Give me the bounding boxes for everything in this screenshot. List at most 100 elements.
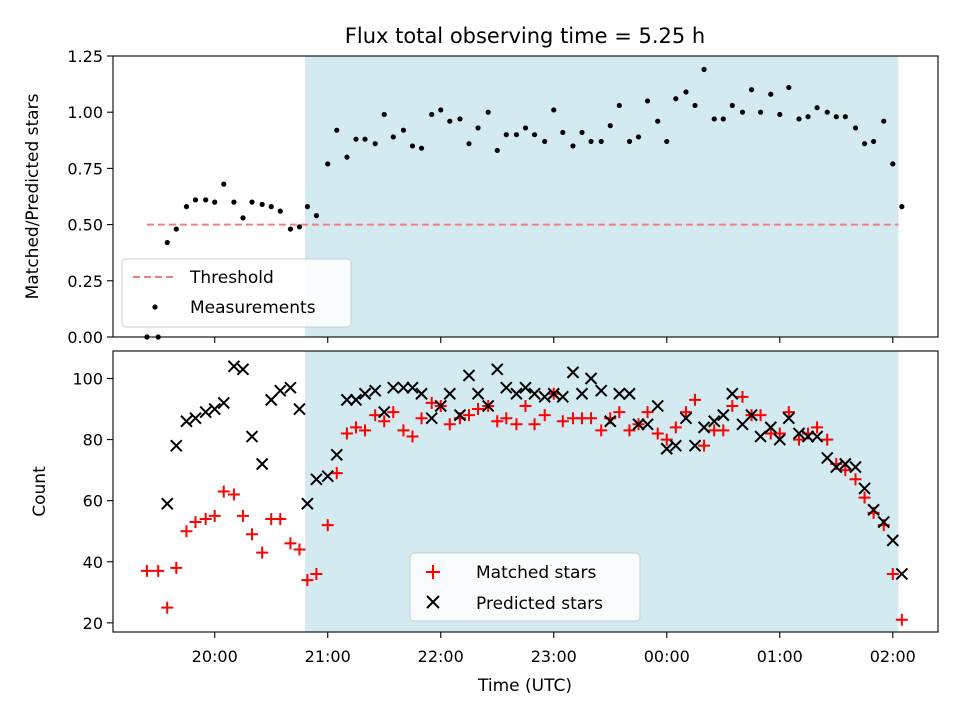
top-y-axis-label: Matched/Predicted stars <box>23 93 43 299</box>
matched-star-point <box>170 561 183 574</box>
predicted-star-point <box>161 497 174 510</box>
top-x-ticks <box>214 337 894 343</box>
measurement-point <box>842 114 848 120</box>
predicted-star-point <box>538 390 551 404</box>
predicted-star-point <box>782 411 796 425</box>
matched-star-point <box>717 424 730 437</box>
matched-star-point <box>180 525 193 538</box>
measurement-point <box>409 143 416 149</box>
matched-star-point <box>369 409 382 422</box>
predicted-star-point <box>462 369 476 382</box>
matched-star-point <box>199 512 212 525</box>
matched-star-point <box>246 528 259 541</box>
predicted-star-point <box>651 399 664 413</box>
predicted-star-point <box>397 381 410 394</box>
measurement-point <box>870 138 877 145</box>
measurement-point <box>287 226 294 232</box>
predicted-star-point <box>584 372 598 385</box>
matched-star-point <box>397 424 410 437</box>
x-tick-label: 01:00 <box>757 647 803 666</box>
y-tick-label: 80 <box>83 431 103 450</box>
matched-star-point <box>378 415 391 428</box>
measurement-point <box>768 91 774 97</box>
bottom-legend-box <box>409 552 641 622</box>
predicted-star-point <box>453 408 467 422</box>
measurement-point <box>183 204 190 210</box>
matched-star-point <box>359 424 372 437</box>
matched-star-point <box>669 421 682 434</box>
predicted-star-point <box>284 381 297 394</box>
predicted-star-point <box>180 415 193 428</box>
matched-star-point <box>161 601 174 614</box>
measurement-point <box>240 215 246 221</box>
matched-star-point <box>208 509 221 522</box>
predicted-star-point <box>406 381 419 394</box>
measurement-point <box>400 127 407 133</box>
matched-star-point <box>330 467 343 480</box>
predicted-star-point <box>688 439 702 452</box>
matched-star-point <box>754 409 767 422</box>
matched-star-point <box>849 473 862 486</box>
measurement-point <box>485 109 491 115</box>
top-legend: Threshold Measurements <box>121 258 352 328</box>
matched-star-point <box>152 564 165 577</box>
measurement-point <box>513 132 520 138</box>
measurement-point <box>607 123 613 129</box>
measurement-point <box>438 107 444 113</box>
predicted-star-point <box>443 387 456 400</box>
legend-matched-label: Matched stars <box>476 563 596 583</box>
measurement-point <box>390 134 396 140</box>
matched-star-point <box>782 406 795 419</box>
predicted-star-point <box>349 393 363 407</box>
measurement-point <box>852 125 859 131</box>
matched-star-point <box>585 412 598 425</box>
measurement-point <box>796 116 802 122</box>
matched-star-point <box>623 424 636 437</box>
predicted-star-point <box>293 402 306 416</box>
measurement-point <box>466 141 472 147</box>
y-tick-label: 60 <box>83 492 103 511</box>
predicted-star-point <box>425 411 438 425</box>
y-tick-label: 40 <box>83 553 103 572</box>
measurement-point <box>711 116 717 122</box>
measurement-point <box>268 204 274 210</box>
y-tick-label: 0.75 <box>67 159 103 178</box>
measurement-point <box>683 89 689 95</box>
measurement-point <box>475 125 481 131</box>
measurement-point <box>635 134 642 140</box>
predicted-star-point <box>669 439 683 452</box>
measurement-point <box>362 136 368 142</box>
predicted-star-point <box>623 387 636 400</box>
predicted-star-point <box>604 415 617 428</box>
measurement-point <box>531 132 538 138</box>
matched-star-point <box>651 427 664 440</box>
measurement-point <box>212 199 218 205</box>
y-tick-label: 0.50 <box>67 216 103 235</box>
predicted-star-point <box>641 418 654 431</box>
y-tick-label: 0.25 <box>67 272 103 291</box>
predicted-star-point <box>839 457 852 471</box>
measurement-point <box>296 224 303 230</box>
matched-star-point <box>556 415 569 428</box>
predicted-star-point <box>745 408 758 422</box>
predicted-star-point <box>867 503 880 517</box>
matched-star-point <box>236 509 249 522</box>
predicted-star-point <box>321 470 334 483</box>
measurement-point <box>551 107 557 113</box>
measurement-point <box>429 111 435 118</box>
y-tick-label: 20 <box>83 614 103 633</box>
matched-star-point <box>886 567 899 580</box>
matched-star-point <box>274 512 287 525</box>
y-tick-label: 0.00 <box>67 328 103 347</box>
predicted-star-point <box>764 421 777 434</box>
matched-star-point <box>895 613 908 626</box>
measurement-point <box>673 96 679 102</box>
legend-threshold-label: Threshold <box>189 268 274 288</box>
matched-star-point <box>387 406 400 419</box>
predicted-star-point <box>340 393 354 407</box>
top-y-ticks: 0.00 0.25 0.50 0.75 1.00 1.25 <box>67 47 113 347</box>
measurement-point <box>899 204 905 210</box>
predicted-star-point <box>895 567 909 581</box>
predicted-star-point <box>368 384 382 397</box>
measurement-point <box>664 138 670 145</box>
